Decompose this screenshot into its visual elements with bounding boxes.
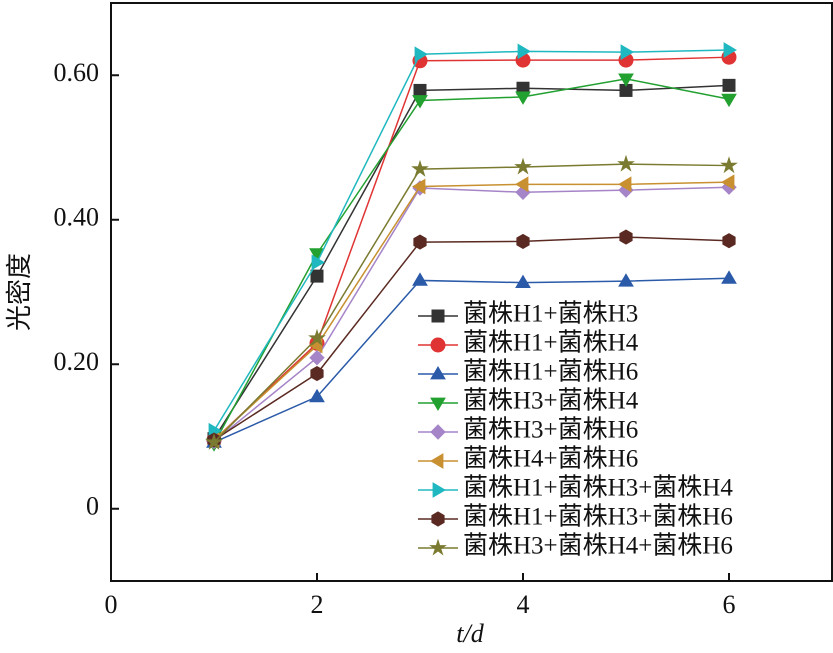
legend-marker [432,482,446,498]
x-tick-label: 2 [311,590,324,619]
marker [722,233,736,249]
marker [411,159,429,177]
x-tick-label: 6 [723,590,736,619]
marker [619,229,633,245]
marker [413,83,427,97]
x-tick-label: 4 [517,590,530,619]
marker [723,42,737,58]
series-line [213,163,730,443]
marker [618,273,634,287]
x-tick-label: 0 [105,590,118,619]
legend-marker [430,424,446,440]
legend-label: 菌株H3+菌株H4+菌株H6 [463,532,733,560]
marker [414,46,428,63]
y-tick-label: 0 [86,492,99,521]
marker [721,174,735,191]
marker [309,388,325,403]
marker [311,254,325,271]
legend-label: 菌株H1+菌株H3+菌株H6 [463,503,733,531]
legend-label: 菌株H4+菌株H6 [463,445,638,473]
marker [618,73,634,87]
series-line [213,186,730,443]
series-line [213,236,730,441]
legend-marker [431,309,445,323]
series-line [213,56,730,441]
legend-label: 菌株H1+菌株H3 [463,300,638,328]
marker [310,269,324,283]
x-axis-label: t/d [456,619,484,648]
y-tick-label: 0.40 [54,203,100,232]
legend-marker [430,397,446,411]
marker [412,95,428,109]
series-line [213,84,730,440]
marker [620,44,634,60]
marker [308,328,326,346]
legend-label: 菌株H3+菌株H6 [463,416,638,444]
y-axis-label: 光密度 [5,253,34,331]
marker [515,274,531,288]
marker [309,349,325,366]
legend-marker [430,337,446,353]
plot-frame [110,2,833,582]
marker [516,233,530,249]
marker [515,176,529,193]
marker [617,154,635,172]
legend-label: 菌株H3+菌株H4 [463,387,639,415]
marker [721,93,737,108]
marker [205,432,223,450]
marker [618,176,632,193]
legend-marker [431,511,445,527]
legend-label: 菌株H1+菌株H6 [463,358,638,386]
marker [412,178,426,195]
series-line [213,181,730,441]
legend-label: 菌株H1+菌株H4 [463,329,639,357]
legend-label: 菌株H1+菌株H3+菌株H4 [463,474,733,502]
legend-marker [429,538,447,556]
marker [515,91,531,105]
marker [413,234,427,250]
marker [310,366,324,382]
marker [517,43,531,60]
series-line [213,49,730,432]
marker [514,157,532,175]
y-tick-label: 0.20 [54,347,100,376]
series-line [213,78,730,445]
legend-marker [430,453,444,469]
marker [721,270,737,284]
series-line [213,277,730,443]
y-tick-label: 0.60 [54,58,100,87]
marker [412,272,428,286]
legend-marker [430,366,446,380]
marker [722,78,736,92]
marker [720,156,738,174]
